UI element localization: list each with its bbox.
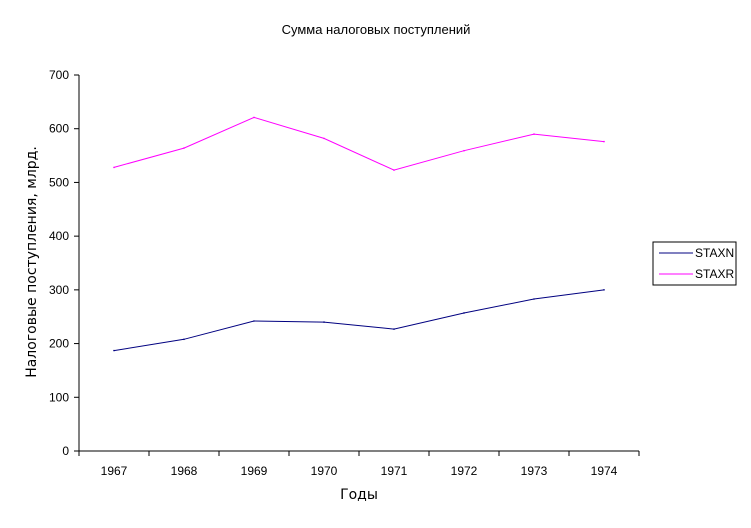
data-point — [323, 137, 325, 140]
x-tick-label: 1967 — [101, 464, 128, 478]
x-axis-label: Годы — [340, 487, 378, 503]
y-tick-label: 100 — [49, 390, 69, 404]
y-ticks: 0 100 200 300 400 500 600 700 — [49, 68, 79, 458]
legend: STAXN STAXR — [652, 241, 737, 286]
x-tick-label: 1970 — [311, 464, 338, 478]
data-point — [113, 349, 115, 352]
x-tick-label: 1974 — [591, 464, 618, 478]
series-lines — [113, 116, 605, 352]
data-point — [463, 312, 465, 314]
y-tick-label: 500 — [49, 175, 69, 189]
data-point — [253, 320, 255, 322]
series-line-staxr — [113, 116, 605, 171]
data-point — [393, 328, 395, 330]
data-point — [533, 133, 535, 135]
data-point — [603, 140, 605, 143]
x-tick-label: 1972 — [451, 464, 478, 478]
axes — [78, 75, 639, 452]
data-point — [323, 321, 325, 323]
x-tick-label: 1969 — [241, 464, 268, 478]
y-tick-label: 600 — [49, 122, 69, 136]
series-line-staxn — [113, 289, 605, 352]
y-tick-label: 0 — [62, 444, 69, 458]
y-tick-label: 700 — [49, 68, 69, 82]
y-tick-label: 300 — [49, 283, 69, 297]
data-point — [253, 116, 255, 119]
data-point — [463, 149, 465, 152]
legend-box — [652, 241, 737, 286]
data-point — [533, 298, 535, 300]
x-tick-label: 1971 — [381, 464, 408, 478]
x-ticks: 1967 1968 1969 1970 1971 1972 1973 1974 — [78, 451, 640, 478]
data-point — [183, 147, 185, 149]
legend-label: STAXR — [695, 267, 734, 281]
y-axis-label: Налоговые поступления, млрд. — [24, 146, 40, 378]
data-point — [183, 338, 185, 341]
y-tick-label: 400 — [49, 229, 69, 243]
y-tick-label: 200 — [49, 337, 69, 351]
x-tick-label: 1968 — [171, 464, 198, 478]
data-point — [603, 289, 605, 291]
data-point — [113, 166, 115, 169]
x-tick-label: 1973 — [521, 464, 548, 478]
data-point — [393, 169, 395, 171]
chart-title: Сумма налоговых поступлений — [282, 22, 471, 37]
legend-label: STAXN — [695, 246, 734, 260]
